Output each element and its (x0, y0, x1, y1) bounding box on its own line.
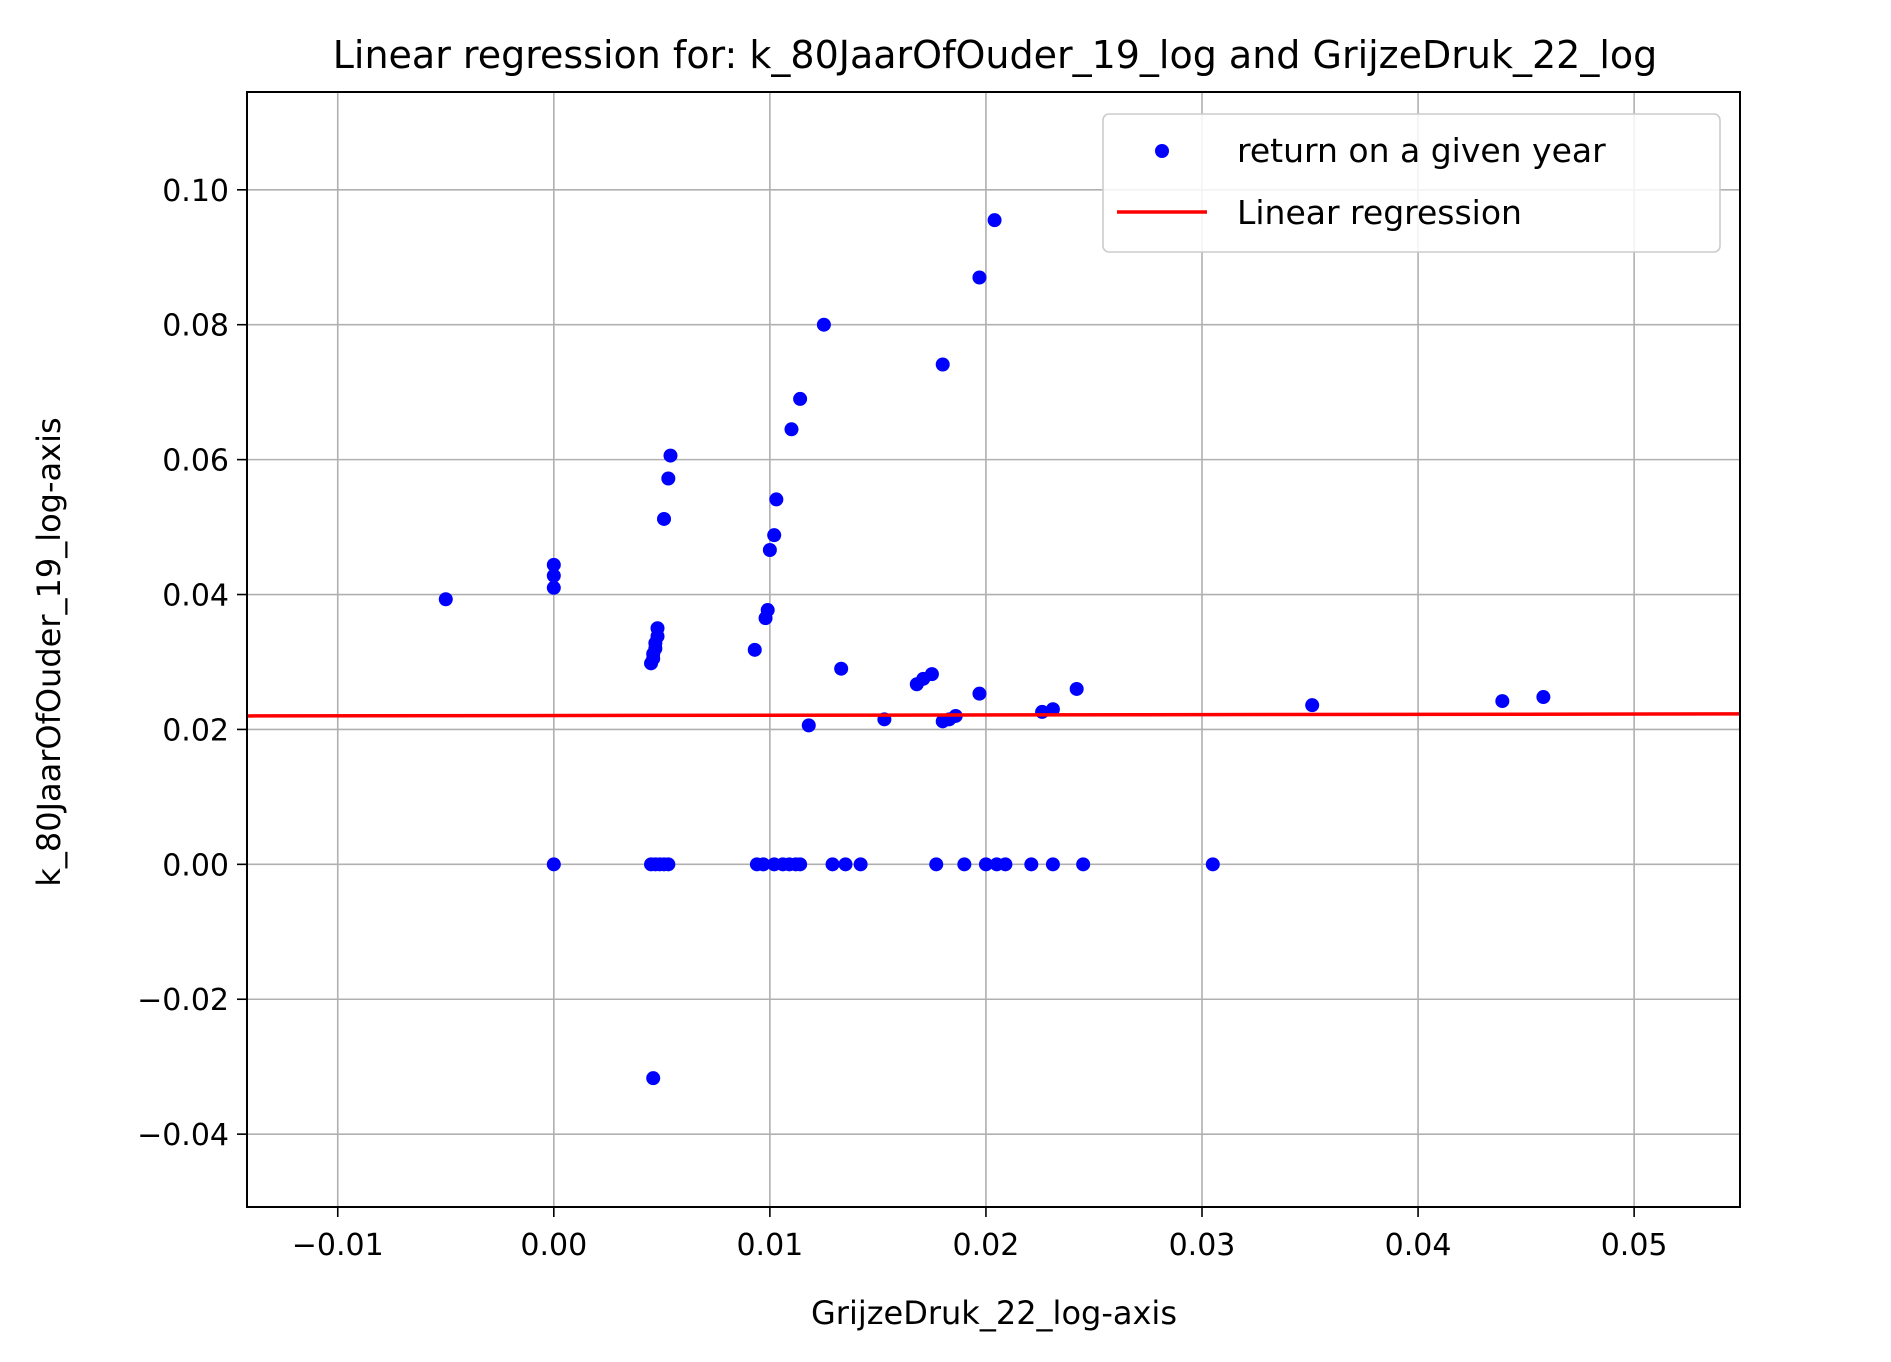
y-axis-label: k_80JaarOfOuder_19_log-axis (30, 417, 68, 886)
y-tick-label: 0.04 (162, 579, 229, 614)
x-axis-label: GrijzeDruk_22_log-axis (811, 1294, 1177, 1332)
scatter-point (1536, 690, 1551, 705)
scatter-point (972, 686, 987, 701)
scatter-point (935, 357, 950, 372)
scatter-point (972, 270, 987, 285)
scatter-point (661, 471, 676, 486)
scatter-point (801, 718, 816, 733)
regression-line (246, 712, 1741, 718)
scatter-point (924, 667, 939, 682)
scatter-point (1045, 857, 1060, 872)
x-tick-label: 0.02 (953, 1228, 1020, 1263)
y-tick-label: 0.08 (162, 309, 229, 344)
plot-frame (246, 91, 1741, 1208)
scatter-point (1069, 681, 1084, 696)
scatter-point (756, 857, 771, 872)
scatter-point (762, 543, 777, 558)
y-axis: −0.04 −0.02 0.00 0.02 0.04 0.06 0.08 0.10 (137, 174, 247, 1153)
x-tick-label: −0.01 (292, 1228, 384, 1263)
scatter-point (769, 492, 784, 507)
scatter-point (793, 391, 808, 406)
scatter-point (1045, 702, 1060, 717)
scatter-point (663, 448, 678, 463)
scatter-point (987, 213, 1002, 228)
scatter-point (1305, 698, 1320, 713)
scatter-point (646, 1071, 661, 1086)
scatter-point (1205, 857, 1220, 872)
legend-box (1102, 113, 1721, 253)
scatter-point (834, 661, 849, 676)
y-tick-label: 0.00 (162, 848, 229, 883)
scatter-point (784, 422, 799, 437)
scatter-point (661, 857, 676, 872)
scatter-point (657, 511, 672, 526)
y-tick-label: 0.10 (162, 174, 229, 209)
scatter-point (546, 568, 561, 583)
x-tick-label: 0.01 (736, 1228, 803, 1263)
x-axis: −0.01 0.00 0.01 0.02 0.03 0.04 0.05 (292, 1207, 1668, 1263)
y-tick-label: −0.04 (137, 1118, 229, 1153)
scatter-point (825, 857, 840, 872)
legend-marker-scatter (1155, 144, 1169, 158)
scatter-point (978, 857, 993, 872)
scatter-point (767, 528, 782, 543)
legend-label-line: Linear regression (1237, 193, 1522, 232)
scatter-point (546, 580, 561, 595)
scatter-point (838, 857, 853, 872)
scatter-point (957, 857, 972, 872)
plot-marks (246, 213, 1741, 1086)
scatter-point (853, 857, 868, 872)
scatter-point (816, 317, 831, 332)
scatter-point (1076, 857, 1091, 872)
scatter-point (1495, 694, 1510, 709)
scatter-point (760, 603, 775, 618)
scatter-point (998, 857, 1013, 872)
scatter-point (650, 621, 665, 636)
scatter-point (546, 857, 561, 872)
scatter-point (747, 642, 762, 657)
legend-label-scatter: return on a given year (1237, 131, 1606, 170)
scatter-point (546, 557, 561, 572)
legend: return on a given year Linear regression (1102, 113, 1721, 253)
x-tick-label: 0.00 (520, 1228, 587, 1263)
scatter-point (1024, 857, 1039, 872)
x-tick-label: 0.04 (1385, 1228, 1452, 1263)
chart-title: Linear regression for: k_80JaarOfOuder_1… (333, 33, 1658, 77)
y-tick-label: 0.02 (162, 713, 229, 748)
scatter-point (793, 857, 808, 872)
x-tick-label: 0.05 (1601, 1228, 1668, 1263)
grid-lines (247, 92, 1740, 1207)
scatter-point (438, 592, 453, 607)
scatter-point (929, 857, 944, 872)
y-tick-label: −0.02 (137, 983, 229, 1018)
x-tick-label: 0.03 (1169, 1228, 1236, 1263)
y-tick-label: 0.06 (162, 444, 229, 479)
